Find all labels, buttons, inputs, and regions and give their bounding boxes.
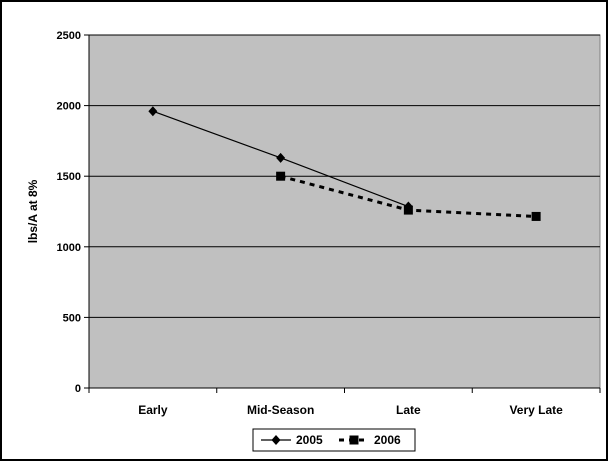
- data-point-2006-very-late: [531, 211, 541, 221]
- legend-label-2006: 2006: [374, 433, 401, 447]
- plot-area: [88, 34, 601, 389]
- legend-marker-2006: [349, 435, 359, 445]
- x-tick-label-very-late: Very Late: [509, 403, 563, 417]
- data-point-2006-late: [403, 205, 413, 215]
- legend-label-2005: 2005: [296, 433, 323, 447]
- y-tick-label-2500: 2500: [57, 30, 81, 42]
- y-tick-label-1500: 1500: [57, 171, 81, 183]
- legend-marker-2005: [271, 435, 281, 445]
- y-tick-label-500: 500: [63, 312, 81, 324]
- x-tick-label-early: Early: [138, 403, 168, 417]
- data-point-2006-mid-season: [276, 171, 286, 181]
- y-tick-label-1000: 1000: [57, 242, 81, 254]
- data-point-2005-mid-season: [276, 152, 286, 163]
- y-tick-label-2000: 2000: [57, 101, 81, 113]
- legend-box: [252, 428, 416, 452]
- data-point-2005-early: [148, 106, 158, 117]
- x-tick-label-late: Late: [396, 403, 421, 417]
- y-axis-label: lbs/A at 8%: [26, 179, 40, 243]
- y-tick-label-0: 0: [75, 383, 81, 395]
- x-tick-label-mid-season: Mid-Season: [247, 403, 314, 417]
